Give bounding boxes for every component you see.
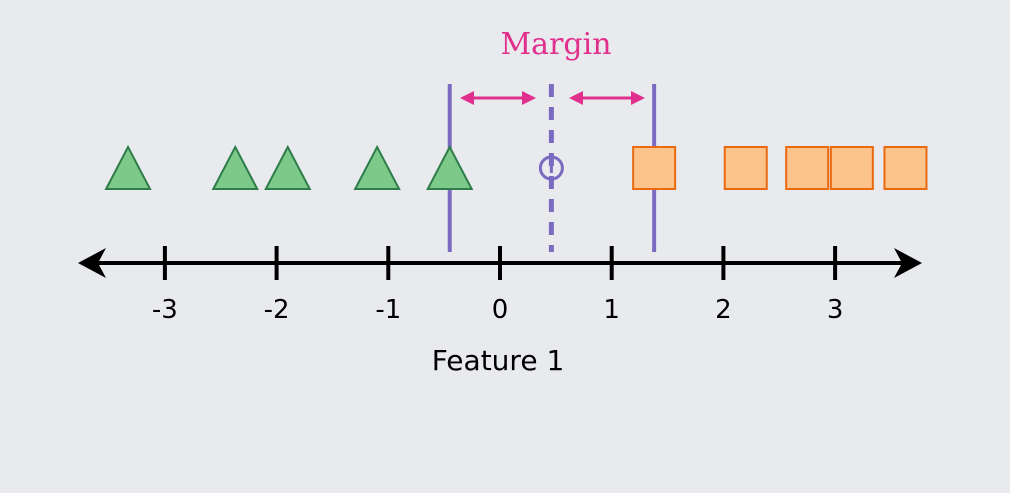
margin-arrows (460, 91, 645, 105)
axis-title: Feature 1 (432, 344, 565, 377)
axis-arrowhead-left (78, 248, 106, 278)
class-triangle-point (264, 144, 312, 190)
tick-label: -1 (375, 295, 401, 325)
margin-label: Margin (500, 27, 611, 62)
right-margin-arrowhead-left (569, 91, 583, 105)
class-square-point (829, 146, 874, 190)
tick-label: 0 (492, 295, 509, 325)
left-margin-arrowhead-left (460, 91, 474, 105)
tick-label: 2 (715, 295, 732, 325)
class-triangle-point (426, 144, 474, 190)
right-margin-arrowhead-right (631, 91, 645, 105)
tick-label: 3 (827, 295, 844, 325)
class-triangle-point (211, 144, 259, 190)
class-triangle-point (104, 144, 152, 190)
class-square-point (723, 146, 768, 190)
tick-label: -3 (152, 295, 178, 325)
boundary-marker (538, 155, 564, 181)
class-triangle-point (353, 144, 401, 190)
class-square-point (632, 146, 677, 190)
left-margin-arrowhead-right (522, 91, 536, 105)
class-square-point (785, 146, 830, 190)
tick-label: 1 (603, 295, 620, 325)
tick-label: -2 (264, 295, 290, 325)
class-square-point (883, 146, 928, 190)
axis-arrowhead-right (894, 248, 922, 278)
